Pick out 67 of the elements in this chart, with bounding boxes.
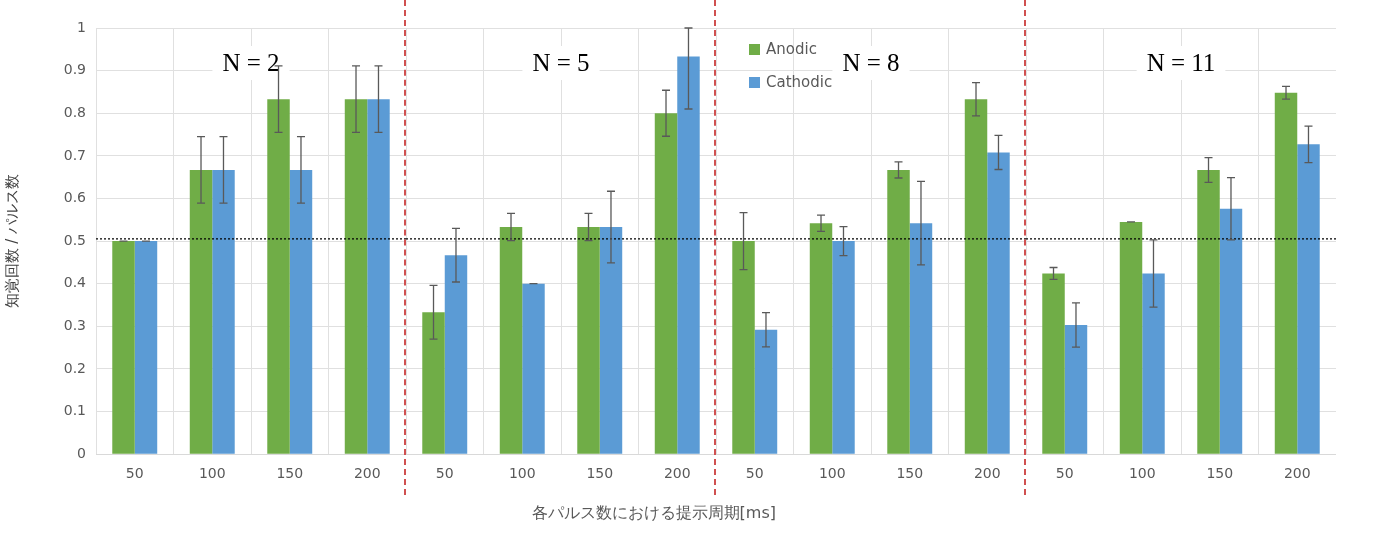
- y-tick-label: 0.9: [63, 61, 86, 78]
- y-axis-title: 知覚回数 / パルス数: [2, 173, 21, 309]
- bar: [134, 241, 158, 454]
- text: N = 11: [1146, 48, 1216, 76]
- x-tick-label: 150: [1206, 465, 1234, 482]
- bar: [599, 227, 623, 454]
- x-tick-label: 50: [1055, 465, 1074, 482]
- text: N = 2: [222, 48, 280, 76]
- y-tick-label: 0.6: [63, 189, 87, 206]
- bar: [1297, 144, 1320, 454]
- y-tick-label: 0.5: [63, 231, 86, 248]
- x-tick-label: 100: [198, 465, 226, 482]
- y-tick-label: 0.7: [63, 146, 86, 163]
- bar: [499, 227, 523, 454]
- x-tick-label: 50: [745, 465, 764, 482]
- bar: [577, 227, 600, 454]
- x-tick-label: 200: [1283, 465, 1311, 482]
- y-tick-label: 0.4: [63, 274, 87, 291]
- bar: [987, 152, 1010, 454]
- bar: [732, 241, 755, 454]
- bar: [522, 283, 545, 454]
- bar: [887, 169, 910, 454]
- y-tick-label: 0: [77, 444, 86, 461]
- x-tick-label: 150: [586, 465, 614, 482]
- x-axis-title: 各パルス数における提示周期[ms]: [531, 503, 776, 524]
- y-tick-label: 0.8: [63, 103, 86, 120]
- y-tick-label: 0.1: [63, 402, 86, 419]
- legend-label: Anodic: [766, 39, 817, 58]
- bar: [1119, 221, 1143, 454]
- bar: [1197, 169, 1220, 454]
- x-tick-label: 200: [353, 465, 381, 482]
- text: N = 8: [842, 48, 900, 76]
- bar: [422, 312, 445, 454]
- bar: [1064, 325, 1088, 454]
- bar: [1042, 273, 1065, 454]
- x-tick-label: 50: [435, 465, 454, 482]
- bar: [267, 99, 290, 454]
- bar: [754, 329, 778, 454]
- bar: [677, 56, 700, 454]
- x-tick-label: 200: [973, 465, 1001, 482]
- bar: [1219, 208, 1243, 454]
- x-tick-label: 100: [508, 465, 536, 482]
- bar: [367, 99, 390, 454]
- bar: [444, 255, 468, 454]
- x-tick-label: 50: [125, 465, 144, 482]
- y-tick-label: 1: [77, 18, 86, 35]
- bar: [809, 223, 833, 454]
- bar: [189, 169, 213, 454]
- x-tick-label: 200: [663, 465, 691, 482]
- x-tick-label: 150: [896, 465, 924, 482]
- y-tick-label: 0.3: [63, 316, 86, 333]
- bar: [654, 113, 678, 454]
- bar: [344, 99, 368, 454]
- y-tick-label: 0.2: [63, 359, 86, 376]
- text: N = 5: [532, 48, 590, 76]
- bar: [964, 99, 988, 454]
- bar: [289, 169, 313, 454]
- bar: [1274, 92, 1298, 454]
- x-tick-label: 150: [276, 465, 304, 482]
- legend-label: Cathodic: [766, 72, 833, 91]
- bar: [1142, 273, 1165, 454]
- x-tick-label: 100: [818, 465, 846, 482]
- bar: [832, 241, 855, 454]
- bar: [112, 241, 135, 454]
- x-tick-label: 100: [1128, 465, 1156, 482]
- bar: [212, 169, 235, 454]
- bar: [909, 223, 933, 454]
